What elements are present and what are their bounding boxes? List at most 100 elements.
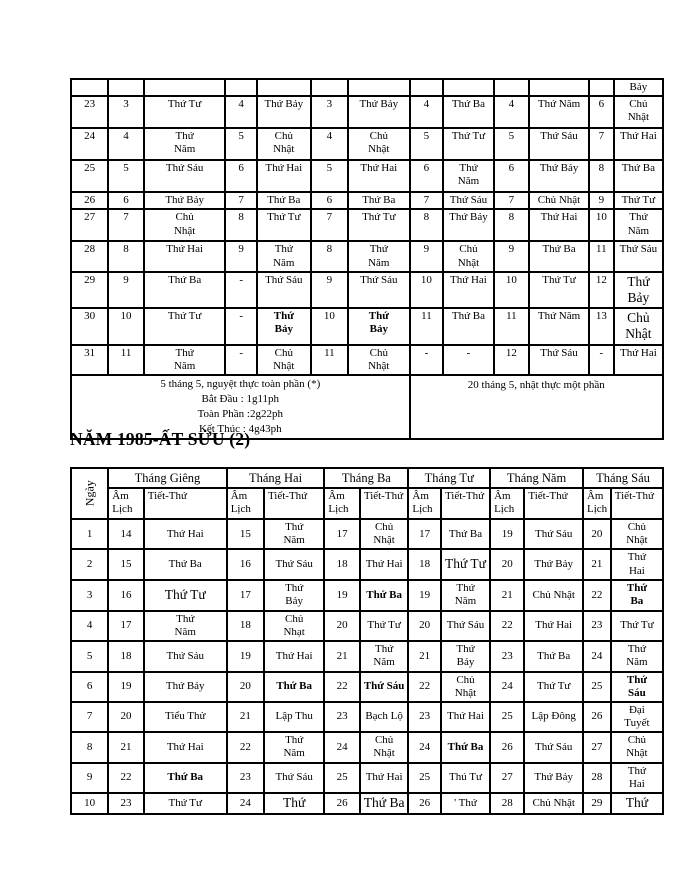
lunar-day-cell: 4	[309, 127, 350, 162]
weekday-cell: Thứ Hai	[523, 609, 584, 643]
weekday-cell: Thứ Sáu	[612, 240, 665, 273]
weekday-cell: Thú Tư	[439, 761, 492, 795]
lunar-day-cell: 24	[225, 792, 265, 815]
table-row: 24 4 Thứ Năm 5 Chủ Nhật 4 Chủ Nhật 5 Thứ Tư 5 Thứ …	[69, 127, 665, 162]
weekday-cell: Thứ Hai	[528, 208, 590, 243]
lunar-eclipse-note-line: Toàn Phần :2g22ph	[197, 407, 283, 420]
solar-day-cell: 31	[69, 343, 110, 376]
lunar-day-cell: 15	[225, 517, 265, 551]
solar-day-cell: 4	[69, 609, 110, 643]
lunar-day-cell: 5	[224, 127, 258, 162]
weekday-cell: Thứ Tư	[528, 270, 590, 310]
weekday-cell: Thứ Ba	[528, 240, 590, 273]
weekday-cell: Thứ Sáu	[528, 343, 590, 376]
lunar-day-cell: 23	[581, 609, 612, 643]
subheader-row: Âm Lịch Tiết-Thứ Âm Lịch Tiết-Thứ Âm Lịch Tiế…	[71, 487, 665, 520]
weekday-cell: -	[442, 343, 495, 376]
weekday-cell	[255, 77, 312, 98]
weekday-cell: Thứ Tư	[142, 578, 228, 612]
weekday-cell: Thứ Bảy	[523, 761, 584, 795]
lunar-day-cell: 5	[107, 159, 145, 194]
table-row: 30 10 Thứ Tư - Thứ Bảy 10 Thứ Bảy 11 Thứ Ba 11 Thứ…	[69, 307, 665, 346]
lunar-eclipse-note-line: Bắt Đầu : 1g11ph	[201, 392, 280, 405]
solar-eclipse-note: 20 tháng 5, nhật thực một phần	[408, 373, 665, 440]
month-header: Tháng Tư	[407, 467, 492, 489]
lunar-day-cell: 9	[587, 191, 615, 211]
solar-day-cell: 9	[69, 761, 110, 795]
weekday-cell: Thứ Ba	[442, 307, 495, 346]
weekday-cell	[142, 77, 227, 98]
weekday-cell: Chủ Nhật	[612, 95, 665, 130]
day-column-header-label: Ngày	[82, 480, 97, 507]
month-header: Tháng Sáu	[581, 467, 665, 489]
table-row: 4 17 Thứ Năm 18 Chủ Nhạt 20 Thứ Tư 20 Thứ Sáu 22 T…	[69, 609, 665, 643]
weekday-cell: Thứ Bảy	[347, 95, 411, 130]
weekday-cell: Thứ Sáu	[528, 127, 590, 162]
lunar-day-cell: 8	[107, 240, 145, 273]
term-weekday-subheader: Tiết-Thứ	[523, 487, 584, 520]
eclipse-notes-row: 5 tháng 5, nguyệt thực toàn phần (*) Bắt …	[70, 373, 665, 440]
lunar-day-cell: 20	[225, 670, 265, 703]
lunar-day-cell: 12	[492, 343, 531, 376]
lunar-day-cell: 3	[309, 95, 350, 130]
lunar-day-cell: -	[224, 343, 258, 376]
lunar-day-cell: 21	[489, 578, 526, 612]
lunar-day-cell: 23	[407, 700, 442, 734]
weekday-cell: Thứ Năm	[528, 307, 590, 346]
lunar-day-cell: 11	[587, 240, 615, 273]
weekday-cell: Thứ Tư	[347, 208, 411, 243]
weekday-cell: Thứ Bảy	[523, 548, 584, 581]
lunar-day-cell: 20	[581, 517, 612, 551]
lunar-subheader: Âm Lịch	[225, 487, 265, 520]
weekday-cell: Thứ Năm	[142, 127, 227, 162]
weekday-cell: Thứ Năm	[262, 517, 326, 551]
weekday-cell: Thứ Hai	[262, 640, 326, 673]
lunar-day-cell: -	[224, 307, 258, 346]
weekday-cell: Bảy	[612, 77, 665, 98]
weekday-cell: Thứ Ba	[439, 517, 492, 551]
lunar-day-cell: 23	[489, 640, 526, 673]
weekday-cell: Thứ Tư	[609, 609, 665, 643]
lunar-day-cell: 19	[225, 640, 265, 673]
solar-day-cell: 26	[69, 191, 110, 211]
weekday-cell: Thứ Bảy	[262, 578, 326, 612]
weekday-cell: Thứ Ba	[439, 731, 492, 764]
solar-day-cell: 24	[69, 127, 110, 162]
weekday-cell: Thứ Năm	[142, 609, 228, 643]
lunar-day-cell: 10	[107, 307, 145, 346]
lunar-day-cell: 7	[107, 208, 145, 243]
lunar-day-cell: 5	[309, 159, 350, 194]
lunar-day-cell: 18	[407, 548, 442, 581]
weekday-cell: Thứ Hai	[142, 731, 228, 764]
lunar-day-cell: 9	[309, 270, 350, 310]
month-header: Tháng Hai	[225, 467, 326, 489]
lunar-day-cell: 17	[225, 578, 265, 612]
weekday-cell: Tiểu Thử	[142, 700, 228, 734]
lunar-day-cell: 6	[309, 191, 350, 211]
lunar-day-cell: 22	[581, 578, 612, 612]
lunar-day-cell: 21	[107, 731, 145, 764]
lunar-eclipse-note-line: 5 tháng 5, nguyệt thực toàn phần (*)	[160, 377, 321, 390]
solar-day-cell: 2	[69, 548, 110, 581]
weekday-cell: Thứ Ba	[142, 761, 228, 795]
lunar-day-cell: 21	[323, 640, 361, 673]
lunar-day-cell	[107, 77, 145, 98]
table-row: 5 18 Thứ Sáu 19 Thứ Hai 21 Thứ Năm 21 Thứ Bảy 23 T…	[69, 640, 665, 673]
weekday-cell: Thứ Tư	[439, 548, 492, 581]
lunar-day-cell: 7	[309, 208, 350, 243]
weekday-cell: Thứ Sáu	[142, 640, 228, 673]
solar-day-cell: 25	[69, 159, 110, 194]
lunar-day-cell: 19	[489, 517, 526, 551]
weekday-cell: Thứ Sáu	[142, 159, 227, 194]
lunar-day-cell: 21	[407, 640, 442, 673]
solar-day-cell: 28	[69, 240, 110, 273]
lunar-day-cell: 23	[107, 792, 145, 815]
weekday-cell	[528, 77, 590, 98]
lunar-day-cell: 25	[407, 761, 442, 795]
weekday-cell: Chủ Nhật	[609, 731, 665, 764]
table-row: 25 5 Thứ Sáu 6 Thứ Hai 5 Thứ Hai 6 Thứ Năm 6 Thứ B…	[69, 159, 665, 194]
solar-day-cell: 10	[69, 792, 110, 815]
weekday-cell: Chủ Nhật	[358, 517, 410, 551]
weekday-cell: Chủ Nhật	[528, 191, 590, 211]
weekday-cell: Chủ Nhật	[255, 127, 312, 162]
